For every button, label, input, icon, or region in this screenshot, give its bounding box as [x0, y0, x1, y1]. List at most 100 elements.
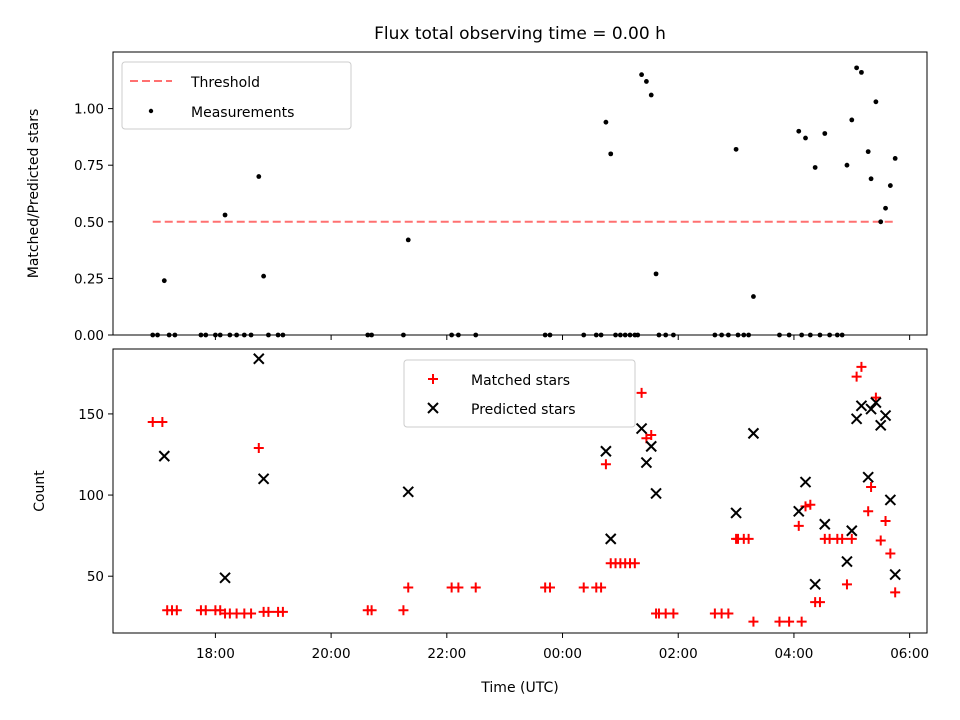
predicted-star-point — [219, 572, 231, 584]
ratio-y-tick-label: 0.00 — [74, 328, 104, 344]
predicted-star-point — [730, 507, 742, 519]
time-x-tick-label: 04:00 — [774, 646, 813, 662]
matched-star-point — [596, 582, 607, 593]
measurement-point — [751, 294, 756, 299]
predicted-star-point — [253, 353, 265, 365]
legend-predicted-cross — [427, 402, 439, 414]
predicted-star-point — [889, 568, 901, 581]
time-x-tick-label: 18:00 — [196, 646, 235, 662]
matched-star-point — [837, 533, 848, 544]
measurement-point — [608, 151, 614, 157]
ratio-y-tick-label: 1.00 — [74, 102, 104, 118]
matched-star-point — [723, 608, 734, 619]
legend-measurements-marker — [148, 108, 154, 114]
matched-star-point — [863, 506, 874, 517]
measurement-point — [859, 69, 864, 75]
ratio-panel: 0.00 0.25 0.50 0.75 1.00 Matched/Predicted s… — [26, 51, 928, 344]
measurement-point — [261, 273, 267, 279]
ratio-y-tick-label: 0.50 — [74, 215, 104, 231]
legend-matched-marker — [428, 374, 438, 384]
matched-star-point — [748, 616, 759, 627]
count-panel: 50 100 150 18:00 20:00 22:00 00:00 02:00 04:00 0… — [32, 348, 929, 696]
ratio-y-tick-label: 0.25 — [74, 271, 104, 287]
measurement-point — [644, 79, 649, 84]
matched-star-point — [890, 587, 901, 598]
measurement-point — [822, 131, 828, 136]
ratio-y-axis: 0.00 0.25 0.50 0.75 1.00 — [74, 102, 113, 344]
measurement-point — [812, 165, 818, 170]
predicted-star-point — [809, 578, 821, 591]
matched-star-point — [668, 608, 679, 619]
time-x-tick-label: 20:00 — [312, 646, 351, 662]
measurement-point — [803, 135, 808, 141]
time-x-tick-label: 06:00 — [890, 646, 929, 662]
matched-star-point — [200, 605, 211, 616]
predicted-star-point — [799, 476, 812, 488]
measurement-point — [865, 149, 871, 155]
matched-star-point — [793, 520, 804, 531]
time-x-tick-label: 00:00 — [543, 646, 582, 662]
ratio-legend-box — [121, 61, 352, 130]
predicted-star-point — [650, 487, 662, 500]
measurement-point — [887, 183, 893, 188]
chart-title: Flux total observing time = 0.00 h — [374, 24, 666, 44]
predicted-star-point — [645, 440, 657, 453]
time-x-axis-label: Time (UTC) — [480, 680, 558, 696]
measurement-point — [883, 205, 888, 211]
matched-star-point — [784, 616, 795, 627]
measurement-point — [161, 278, 167, 284]
measurement-point — [603, 119, 609, 125]
matched-star-point — [147, 417, 158, 428]
matched-star-point — [875, 535, 886, 546]
predicted-star-point — [862, 471, 874, 483]
count-y-tick-label: 100 — [78, 488, 104, 504]
predicted-star-point — [402, 486, 414, 498]
legend-measurements-label: Measurements — [191, 105, 294, 121]
measurement-point — [868, 176, 874, 182]
time-x-tick-label: 22:00 — [427, 646, 466, 662]
predicted-star-point — [879, 409, 892, 422]
predicted-star-point — [640, 456, 653, 469]
legend-matched-plus — [428, 374, 438, 384]
predicted-star-point — [605, 533, 617, 545]
legend-predicted-marker — [427, 402, 439, 414]
measurement-point — [878, 219, 884, 225]
matched-star-point — [600, 459, 611, 470]
count-legend: Matched stars Predicted stars — [403, 359, 636, 428]
matched-star-point — [171, 605, 182, 616]
matched-star-point — [814, 597, 825, 608]
predicted-star-point — [257, 473, 270, 485]
matched-star-point — [246, 608, 257, 619]
matched-star-point — [453, 582, 464, 593]
predicted-star-points — [158, 353, 901, 591]
measurement-point — [733, 146, 739, 152]
count-y-tick-label: 150 — [78, 407, 104, 423]
matched-star-point — [846, 533, 857, 544]
count-y-axis: 50 100 150 — [78, 407, 113, 585]
measurement-point — [854, 65, 860, 71]
ratio-x-ticks — [214, 335, 911, 340]
predicted-star-point — [850, 413, 863, 425]
time-x-axis: 18:00 20:00 22:00 00:00 02:00 04:00 06:00 — [196, 633, 929, 662]
predicted-star-point — [747, 427, 760, 440]
predicted-star-point — [846, 525, 858, 537]
matched-star-point — [636, 387, 647, 398]
predicted-star-point — [158, 450, 171, 462]
count-legend-box — [403, 359, 636, 428]
predicted-star-point — [870, 396, 882, 409]
measurement-point — [844, 162, 850, 168]
matched-star-point — [743, 533, 754, 544]
matched-star-point — [366, 605, 377, 616]
matched-star-point — [403, 582, 414, 593]
matched-star-point — [544, 582, 555, 593]
matched-star-point — [578, 582, 589, 593]
matched-star-point — [870, 392, 881, 403]
count-y-tick-label: 50 — [87, 569, 104, 585]
matched-star-point — [851, 371, 862, 382]
predicted-star-point — [841, 555, 853, 568]
predicted-star-point — [635, 422, 648, 435]
measurement-point — [222, 212, 228, 218]
matched-star-point — [646, 430, 657, 441]
legend-predicted-label: Predicted stars — [471, 402, 576, 418]
